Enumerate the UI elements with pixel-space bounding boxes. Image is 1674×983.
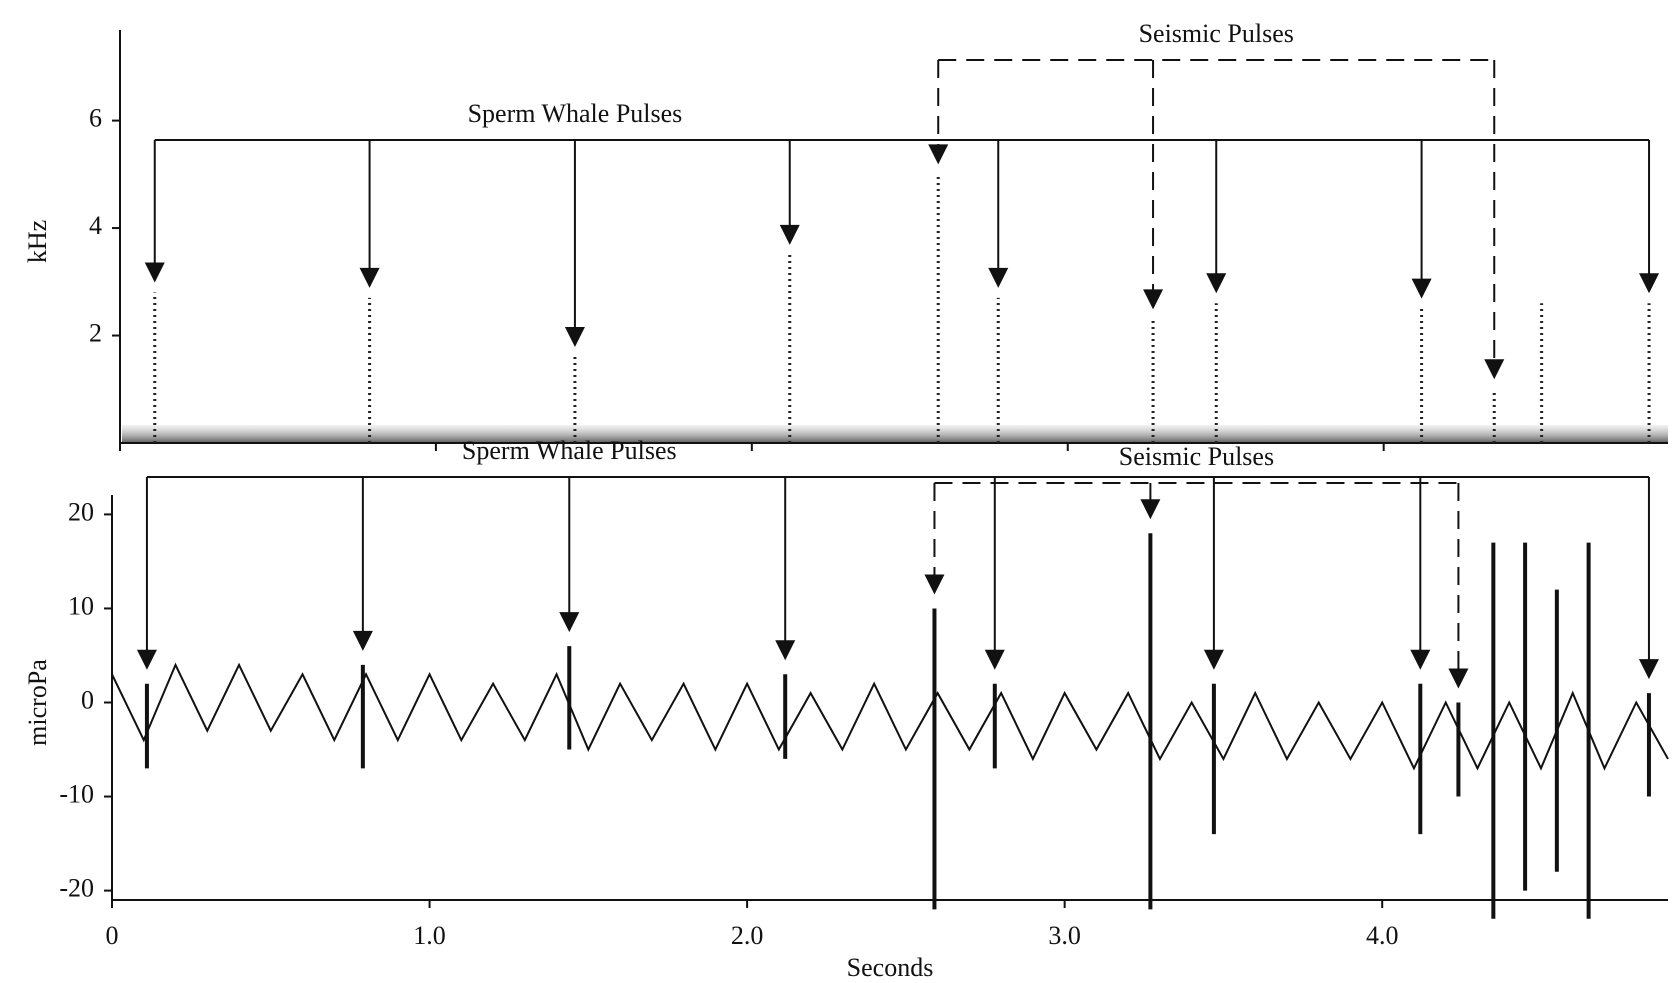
- arrow-head: [1410, 649, 1431, 670]
- arrow-head: [1484, 359, 1505, 380]
- y-tick-label: 6: [89, 104, 102, 133]
- x-tick-label: 3.0: [1048, 921, 1081, 950]
- y-tick-label: -20: [59, 874, 94, 903]
- arrow-head: [1639, 273, 1660, 294]
- annotation-label: Seismic Pulses: [1119, 442, 1274, 471]
- arrow-head: [359, 267, 380, 288]
- annotation-label: Sperm Whale Pulses: [468, 99, 683, 128]
- arrow-head: [1411, 278, 1432, 299]
- y-tick-label: 2: [89, 319, 102, 348]
- annotation-label: Sperm Whale Pulses: [462, 436, 677, 465]
- x-tick-label: 4.0: [1366, 921, 1399, 950]
- waveform: [111, 662, 1669, 771]
- arrow-head: [564, 327, 585, 348]
- arrow-head: [144, 262, 165, 283]
- arrow-head: [1143, 289, 1164, 310]
- arrow-head: [352, 630, 373, 651]
- y-tick-label: 10: [68, 591, 94, 620]
- y-tick-label: 4: [89, 211, 102, 240]
- arrow-head: [1206, 273, 1227, 294]
- x-tick-label: 0: [106, 921, 119, 950]
- arrow-head: [988, 267, 1009, 288]
- arrow-head: [775, 640, 796, 661]
- arrow-head: [136, 649, 157, 670]
- arrow-head: [1448, 668, 1469, 689]
- arrow-head: [984, 649, 1005, 670]
- y-tick-label: 20: [68, 497, 94, 526]
- noise-band: [122, 425, 1668, 443]
- arrow-head: [559, 612, 580, 633]
- arrow-head: [928, 144, 949, 165]
- y-axis-label: kHz: [23, 220, 52, 263]
- annotation-label: Seismic Pulses: [1139, 19, 1294, 48]
- arrow-head: [779, 224, 800, 245]
- x-tick-label: 1.0: [413, 921, 446, 950]
- x-tick-label: 2.0: [731, 921, 764, 950]
- arrow-head: [1203, 649, 1224, 670]
- y-tick-label: -10: [59, 780, 94, 809]
- arrow-head: [1140, 499, 1161, 520]
- y-tick-label: 0: [81, 685, 94, 714]
- arrow-head: [1638, 659, 1659, 680]
- y-axis-label: microPa: [23, 659, 52, 746]
- arrow-head: [924, 574, 945, 595]
- x-axis-label: Seconds: [847, 953, 934, 982]
